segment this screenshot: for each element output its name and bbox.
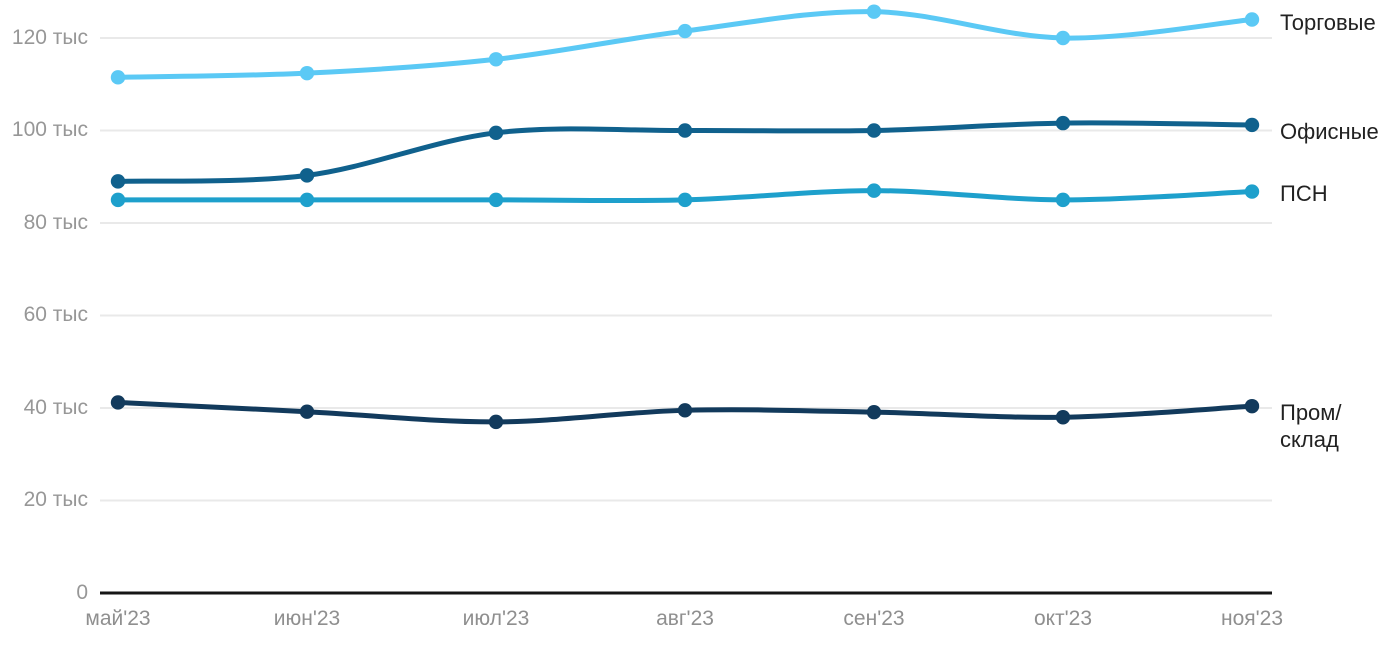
x-axis-tick-label: июл'23 <box>462 607 530 630</box>
data-point <box>866 4 882 19</box>
data-point <box>110 395 126 410</box>
y-axis-tick-label: 40 тыс <box>23 396 88 419</box>
x-axis-tick-label: июн'23 <box>273 607 341 630</box>
data-point <box>1244 184 1260 199</box>
data-point <box>1055 192 1071 208</box>
data-point <box>488 414 504 430</box>
data-point <box>110 70 126 85</box>
data-point <box>1244 398 1260 414</box>
x-axis-tick-label: авг'23 <box>656 607 714 630</box>
y-axis-tick-label: 120 тыс <box>11 26 88 49</box>
data-point <box>299 65 315 81</box>
y-axis-tick-label: 20 тыс <box>23 488 88 511</box>
y-axis-tick-label: 60 тыс <box>23 303 88 326</box>
y-axis-tick-label: 100 тыс <box>11 118 88 141</box>
data-point <box>677 192 693 208</box>
series-line-0 <box>115 9 1255 80</box>
data-point <box>1244 12 1260 27</box>
x-axis-tick-label: окт'23 <box>1033 607 1093 630</box>
data-point <box>488 192 504 208</box>
series-label-prom-sklad: Пром/склад <box>1280 400 1342 452</box>
data-point <box>488 52 504 67</box>
y-axis-tick-label: 0 <box>76 581 88 604</box>
data-point <box>299 192 315 208</box>
data-point <box>866 123 882 138</box>
data-point <box>299 404 315 419</box>
data-point <box>110 192 126 208</box>
series-label-torgovye: Торговые <box>1280 10 1376 35</box>
data-point <box>110 174 126 189</box>
series-label-ofisnye: Офисные <box>1280 119 1379 144</box>
x-axis-tick-label: май'23 <box>85 607 151 630</box>
data-point <box>866 404 882 420</box>
series-label-psn: ПСН <box>1280 181 1328 206</box>
data-point <box>866 183 882 198</box>
data-point <box>677 123 693 138</box>
data-point <box>1244 117 1260 133</box>
data-point <box>1055 410 1071 425</box>
x-axis-tick-label: сен'23 <box>843 607 905 630</box>
data-point <box>1055 115 1071 131</box>
data-point <box>488 125 504 141</box>
data-point <box>677 23 693 39</box>
y-axis-tick-label: 80 тыс <box>23 211 88 234</box>
data-point <box>299 168 315 183</box>
data-point <box>677 403 693 418</box>
data-point <box>1055 30 1071 46</box>
x-axis-tick-label: ноя'23 <box>1220 607 1283 630</box>
